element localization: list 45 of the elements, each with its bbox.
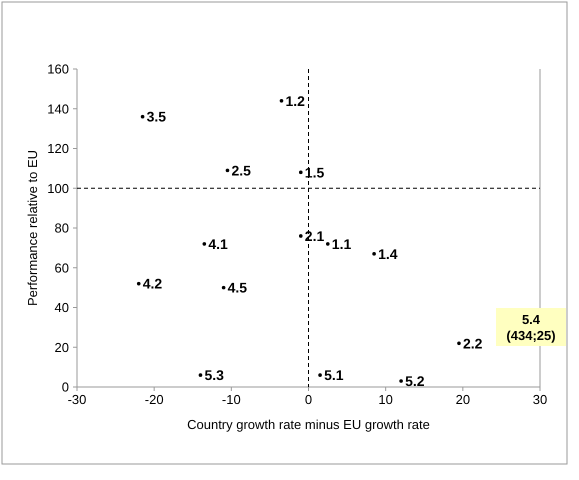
annotation: 5.4 (434;25)	[506, 312, 556, 343]
series-label: 5.2	[405, 373, 425, 390]
x-tick-label: -30	[68, 392, 86, 407]
point	[280, 99, 284, 103]
x-tick-label: -10	[222, 392, 241, 407]
y-tick-label: 40	[54, 300, 69, 315]
series-label: 1.4	[378, 246, 398, 262]
point	[399, 379, 403, 383]
x-tick-label: 10	[378, 392, 393, 407]
series-label: 5.1	[324, 367, 344, 384]
y-tick-label: 120	[47, 141, 69, 156]
x-tick-label: -20	[144, 392, 164, 407]
x-axis-title: Country growth rate minus EU growth rate	[187, 417, 430, 432]
series-label: 2.5	[231, 162, 252, 178]
point	[226, 168, 230, 172]
series-label: 4.2	[142, 276, 162, 292]
point	[457, 341, 461, 346]
series-label: 4.1	[208, 236, 228, 252]
x-tick-label: 0	[304, 392, 312, 407]
point	[298, 170, 303, 174]
y-tick-label: 20	[54, 340, 69, 355]
y-tick-label: 0	[62, 380, 69, 394]
series-label: 2.2	[462, 335, 483, 352]
y-tick-label: 160	[47, 62, 69, 76]
series-label: 1.1	[332, 236, 352, 252]
point	[298, 234, 303, 238]
y-axis-title: Performance relative to EU	[25, 150, 40, 306]
point	[140, 114, 144, 118]
x-tick-label: 30	[532, 392, 548, 407]
point	[198, 373, 202, 377]
point	[326, 242, 330, 246]
point	[136, 282, 141, 286]
series-label: 5.3	[204, 367, 224, 384]
point	[372, 252, 376, 256]
series-label: 4.5	[228, 280, 248, 296]
y-tick-label: 80	[54, 220, 69, 236]
point	[202, 242, 206, 246]
y-tick-label: 140	[47, 101, 69, 116]
x-tick-label: 20	[456, 392, 470, 407]
y-tick-label: 100	[47, 180, 69, 196]
series-label: 3.5	[146, 108, 166, 125]
point	[222, 286, 226, 290]
y-tick-label: 60	[54, 260, 69, 276]
series-label: 1.2	[285, 92, 306, 109]
point	[318, 373, 322, 377]
